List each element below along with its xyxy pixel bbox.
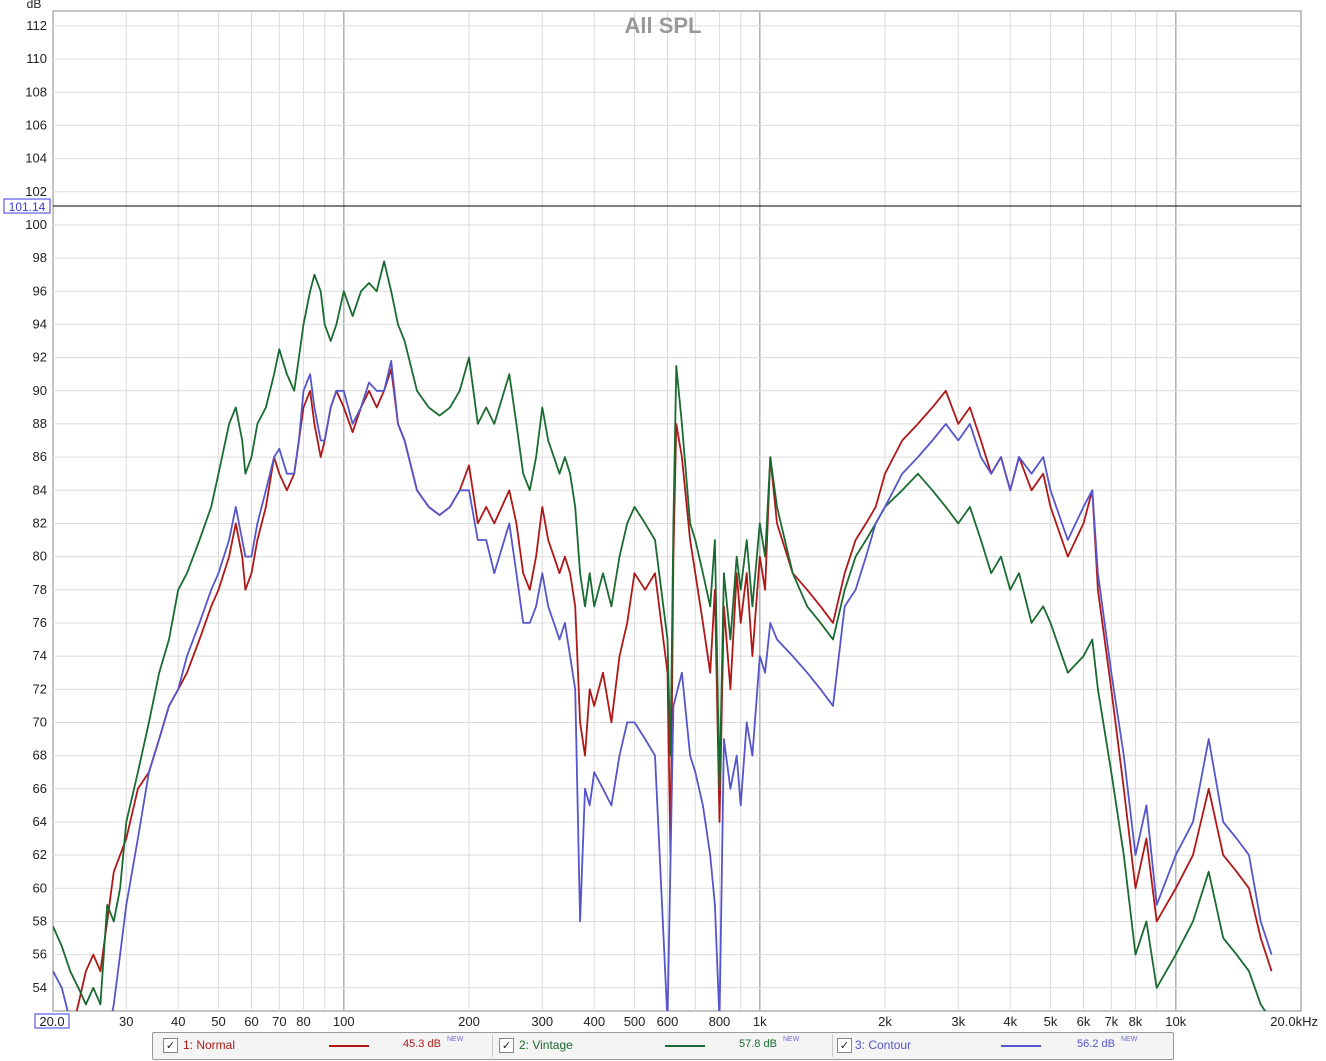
- y-tick-label: 110: [26, 51, 47, 66]
- new-badge: NEW: [1121, 1036, 1138, 1043]
- checkbox-vintage[interactable]: ✓: [499, 1038, 514, 1053]
- legend-item-normal[interactable]: ✓ 1: Normal 45.3 dB NEW: [153, 1033, 493, 1059]
- x-tick-label: 80: [296, 1014, 310, 1029]
- series-line-2: [53, 260, 1267, 1011]
- x-tick-label: 1k: [753, 1014, 767, 1029]
- x-tick-label: 40: [171, 1014, 185, 1029]
- x-tick-label: 600: [657, 1014, 679, 1029]
- x-start-box: [34, 1013, 70, 1029]
- x-tick-labels: 20.0 30 40 50 60 70 80 100 200 300 400 500 600 800 1k 2…: [34, 1013, 1318, 1029]
- cursor-value-box[interactable]: [3, 198, 51, 214]
- y-tick-label: 76: [33, 615, 47, 630]
- series-line-3: [53, 360, 1273, 1011]
- legend: ✓ 1: Normal 45.3 dB NEW ✓ 2: Vintage 57.…: [152, 1032, 1174, 1060]
- x-tick-label: 300: [531, 1014, 553, 1029]
- x-tick-label: 3k: [951, 1014, 965, 1029]
- checkbox-normal[interactable]: ✓: [163, 1038, 178, 1053]
- cursor-value: 101.14: [9, 200, 46, 214]
- x-tick-label: 200: [458, 1014, 480, 1029]
- grid-lines: [53, 11, 1301, 1011]
- y-tick-label: 78: [33, 582, 47, 597]
- y-tick-label: 58: [33, 913, 47, 928]
- y-axis-label: dB: [27, 0, 42, 11]
- y-tick-label: 96: [33, 283, 47, 298]
- y-tick-label: 74: [33, 648, 47, 663]
- y-tick-label: 90: [33, 383, 47, 398]
- x-tick-label: 10k: [1165, 1014, 1186, 1029]
- y-tick-label: 70: [33, 714, 47, 729]
- x-tick-label: 60: [244, 1014, 258, 1029]
- y-tick-label: 54: [33, 980, 47, 995]
- y-tick-label: 60: [33, 880, 47, 895]
- y-tick-label: 66: [33, 781, 47, 796]
- x-tick-label: 6k: [1077, 1014, 1091, 1029]
- x-tick-label: 7k: [1104, 1014, 1118, 1029]
- legend-swatch: [665, 1045, 705, 1047]
- x-tick-label: 2k: [878, 1014, 892, 1029]
- x-tick-label: 8k: [1129, 1014, 1143, 1029]
- x-tick-label: 70: [272, 1014, 286, 1029]
- y-tick-label: 86: [33, 449, 47, 464]
- x-tick-label: 400: [583, 1014, 605, 1029]
- legend-level: 57.8 dB: [739, 1038, 777, 1050]
- chart-title: All SPL: [624, 13, 701, 38]
- y-tick-label: 102: [25, 184, 47, 199]
- y-tick-label: 94: [33, 316, 47, 331]
- y-tick-label: 80: [33, 549, 47, 564]
- legend-divider: [492, 1035, 493, 1057]
- x-tick-label: 20.0: [39, 1014, 64, 1029]
- y-tick-label: 88: [33, 416, 47, 431]
- y-tick-labels: 54 56 58 60 62 64 66 68 70 72 74 76 78 80 82 84 86 88 90 92…: [25, 18, 47, 995]
- legend-item-contour[interactable]: ✓ 3: Contour 56.2 dB NEW: [833, 1033, 1173, 1059]
- legend-divider: [832, 1035, 833, 1057]
- x-tick-label: 500: [624, 1014, 646, 1029]
- legend-label: 3: Contour: [855, 1038, 912, 1052]
- legend-level: 56.2 dB: [1077, 1038, 1115, 1050]
- y-tick-label: 72: [33, 681, 47, 696]
- y-tick-label: 108: [25, 84, 47, 99]
- y-tick-label: 68: [33, 748, 47, 763]
- y-tick-label: 56: [33, 947, 47, 962]
- x-tick-label: 800: [709, 1014, 731, 1029]
- x-tick-label: 20.0kHz: [1270, 1014, 1318, 1029]
- checkbox-contour[interactable]: ✓: [837, 1038, 852, 1053]
- new-badge: NEW: [447, 1036, 464, 1043]
- y-tick-label: 98: [33, 250, 47, 265]
- legend-label: 2: Vintage: [519, 1038, 573, 1052]
- y-tick-label: 64: [33, 814, 47, 829]
- x-tick-label: 50: [211, 1014, 225, 1029]
- plot-area: [52, 10, 1302, 1012]
- y-tick-label: 62: [33, 847, 47, 862]
- y-tick-label: 112: [26, 18, 47, 33]
- legend-swatch: [1001, 1045, 1041, 1047]
- y-tick-label: 92: [33, 350, 47, 365]
- series-lines: [53, 260, 1273, 1011]
- legend-item-vintage[interactable]: ✓ 2: Vintage 57.8 dB NEW: [493, 1033, 833, 1059]
- x-tick-label: 100: [333, 1014, 355, 1029]
- y-tick-label: 104: [25, 151, 47, 166]
- new-badge: NEW: [783, 1036, 800, 1043]
- x-tick-label: 5k: [1044, 1014, 1058, 1029]
- legend-swatch: [329, 1045, 369, 1047]
- y-tick-label: 84: [33, 482, 47, 497]
- y-tick-label: 82: [33, 515, 47, 530]
- x-tick-label: 4k: [1003, 1014, 1017, 1029]
- y-tick-label: 100: [25, 217, 47, 232]
- legend-level: 45.3 dB: [403, 1038, 441, 1050]
- x-tick-label: 30: [119, 1014, 133, 1029]
- legend-label: 1: Normal: [183, 1038, 236, 1052]
- y-tick-label: 106: [25, 117, 47, 132]
